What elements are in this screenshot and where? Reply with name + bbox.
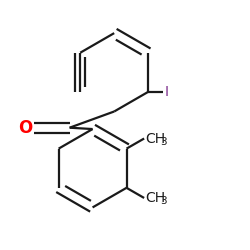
Text: CH: CH	[145, 191, 165, 205]
Text: O: O	[18, 119, 32, 137]
Text: CH: CH	[145, 132, 165, 145]
Text: 3: 3	[160, 196, 166, 206]
Text: I: I	[164, 85, 168, 99]
Text: 3: 3	[160, 137, 166, 147]
